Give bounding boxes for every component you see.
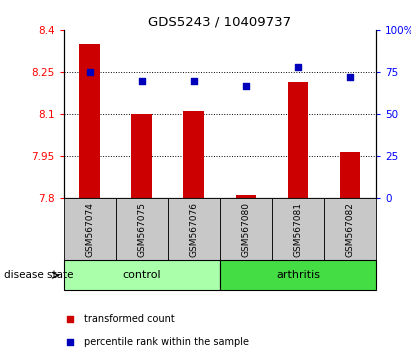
Bar [339,152,360,198]
Point [347,74,353,80]
Title: GDS5243 / 10409737: GDS5243 / 10409737 [148,16,291,29]
Text: GSM567082: GSM567082 [346,202,355,257]
Bar [168,198,220,260]
Text: transformed count: transformed count [84,314,175,325]
Bar [116,198,168,260]
Text: GSM567076: GSM567076 [189,202,199,257]
Point [191,78,197,83]
Text: arthritis: arthritis [276,270,320,280]
Point [67,316,73,322]
Text: disease state: disease state [4,270,74,280]
Bar [79,44,100,198]
Point [86,69,93,75]
Bar [272,198,324,260]
Bar [220,198,272,260]
Bar [324,198,376,260]
Bar [64,260,220,290]
Bar [288,82,308,198]
Point [242,83,249,88]
Point [295,64,301,70]
Point [67,340,73,346]
Point [139,78,145,83]
Text: GSM567074: GSM567074 [85,202,94,257]
Text: GSM567075: GSM567075 [137,202,146,257]
Bar [220,260,376,290]
Bar [64,198,116,260]
Text: control: control [122,270,161,280]
Bar [236,195,256,198]
Text: GSM567081: GSM567081 [293,202,302,257]
Text: GSM567080: GSM567080 [241,202,250,257]
Bar [183,112,204,198]
Text: percentile rank within the sample: percentile rank within the sample [84,337,249,348]
Bar [132,114,152,198]
